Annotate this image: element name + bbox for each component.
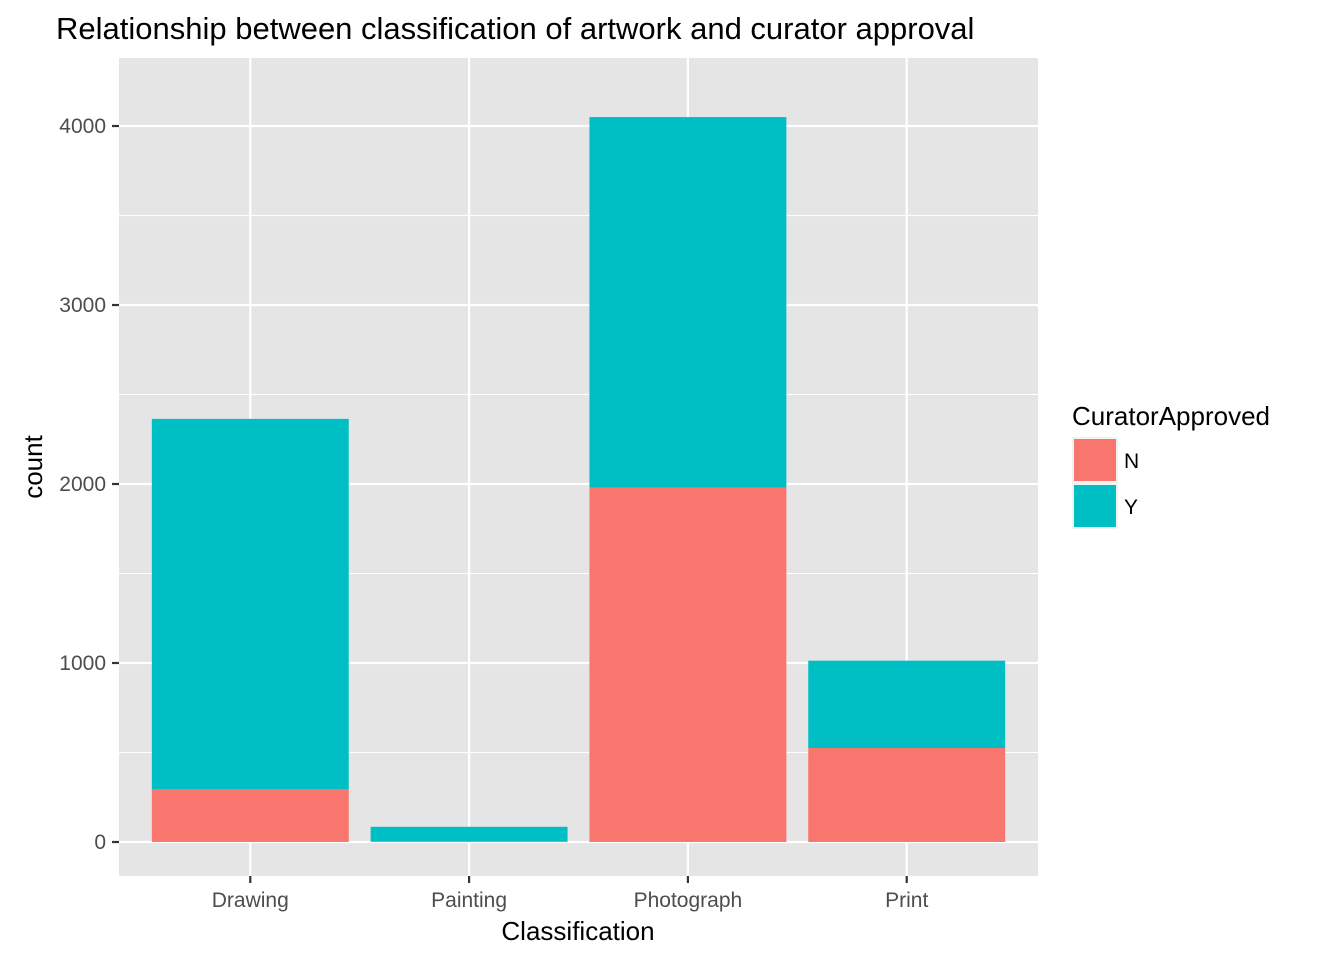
bar-photograph-y — [589, 117, 787, 488]
legend-title: CuratorApproved — [1072, 401, 1270, 431]
x-tick-label: Photograph — [634, 889, 743, 912]
legend-keys: NY — [1072, 437, 1139, 529]
x-tick-label: Painting — [431, 889, 507, 912]
x-tick-label: Print — [885, 889, 928, 912]
chart-title: Relationship between classification of a… — [56, 11, 974, 46]
y-tick-label: 4000 — [59, 115, 106, 138]
legend-swatch-n — [1074, 439, 1116, 481]
x-axis: Drawing Painting Photograph Print — [212, 876, 928, 912]
y-tick-label: 1000 — [59, 652, 106, 675]
y-tick-label: 2000 — [59, 473, 106, 496]
legend-label-y: Y — [1124, 496, 1138, 519]
bar-print-n — [808, 748, 1006, 842]
x-tick-label: Drawing — [212, 889, 289, 912]
bar-drawing-y — [151, 418, 349, 790]
legend-swatch-y — [1074, 485, 1116, 527]
legend: CuratorApproved NY — [1072, 401, 1270, 529]
y-axis-title: count — [18, 434, 48, 498]
y-axis: 0 1000 2000 3000 4000 — [59, 115, 119, 854]
x-axis-title: Classification — [501, 916, 654, 946]
bars — [151, 117, 1006, 842]
bar-photograph-n — [589, 487, 787, 842]
y-tick-label: 0 — [94, 831, 106, 854]
bar-print-y — [808, 660, 1006, 749]
y-tick-label: 3000 — [59, 294, 106, 317]
bar-painting-y — [370, 826, 568, 842]
legend-label-n: N — [1124, 450, 1139, 473]
bar-painting-n — [370, 841, 568, 842]
bar-drawing-n — [151, 789, 349, 842]
